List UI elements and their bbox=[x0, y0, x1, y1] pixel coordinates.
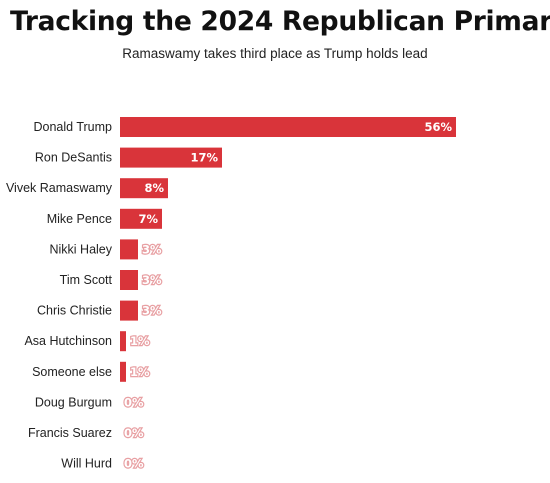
category-label-someone-else: Someone else bbox=[32, 365, 112, 379]
value-label-doug-burgum: 0% bbox=[124, 395, 144, 409]
bar-donald-trump bbox=[120, 117, 456, 137]
category-label-mike-pence: Mike Pence bbox=[47, 212, 112, 226]
value-label-donald-trump: 56% bbox=[424, 120, 452, 134]
category-label-tim-scott: Tim Scott bbox=[60, 273, 113, 287]
bar-chris-christie bbox=[120, 300, 138, 321]
bar-ron-desantis bbox=[120, 147, 222, 168]
bar-vivek-ramaswamy bbox=[120, 178, 168, 199]
category-label-ron-desantis: Ron DeSantis bbox=[35, 151, 112, 165]
value-label-vivek-ramaswamy: 8% bbox=[144, 181, 164, 195]
category-label-nikki-haley: Nikki Haley bbox=[49, 242, 112, 256]
bar-nikki-haley bbox=[120, 239, 138, 260]
chart-title: Tracking the 2024 Republican Primary bbox=[10, 6, 550, 37]
value-label-nikki-haley: 3% bbox=[142, 242, 162, 256]
value-label-asa-hutchinson: 1% bbox=[130, 334, 150, 348]
bar-mike-pence bbox=[120, 208, 162, 229]
category-label-will-hurd: Will Hurd bbox=[61, 457, 112, 471]
chart-subtitle: Ramaswamy takes third place as Trump hol… bbox=[122, 46, 428, 61]
value-label-someone-else: 1% bbox=[130, 365, 150, 379]
category-label-chris-christie: Chris Christie bbox=[37, 304, 112, 318]
value-label-francis-suarez: 0% bbox=[124, 426, 144, 440]
value-label-ron-desantis: 17% bbox=[190, 151, 218, 165]
value-label-chris-christie: 3% bbox=[142, 304, 162, 318]
bar-someone-else bbox=[120, 361, 126, 382]
bar-tim-scott bbox=[120, 270, 138, 290]
category-label-doug-burgum: Doug Burgum bbox=[35, 395, 112, 409]
category-label-francis-suarez: Francis Suarez bbox=[28, 426, 112, 440]
category-label-asa-hutchinson: Asa Hutchinson bbox=[24, 334, 112, 348]
value-label-will-hurd: 0% bbox=[124, 457, 144, 471]
category-label-donald-trump: Donald Trump bbox=[33, 120, 112, 134]
value-label-tim-scott: 3% bbox=[142, 273, 162, 287]
category-label-vivek-ramaswamy: Vivek Ramaswamy bbox=[6, 181, 113, 195]
bar-asa-hutchinson bbox=[120, 331, 126, 352]
value-label-mike-pence: 7% bbox=[138, 212, 158, 226]
